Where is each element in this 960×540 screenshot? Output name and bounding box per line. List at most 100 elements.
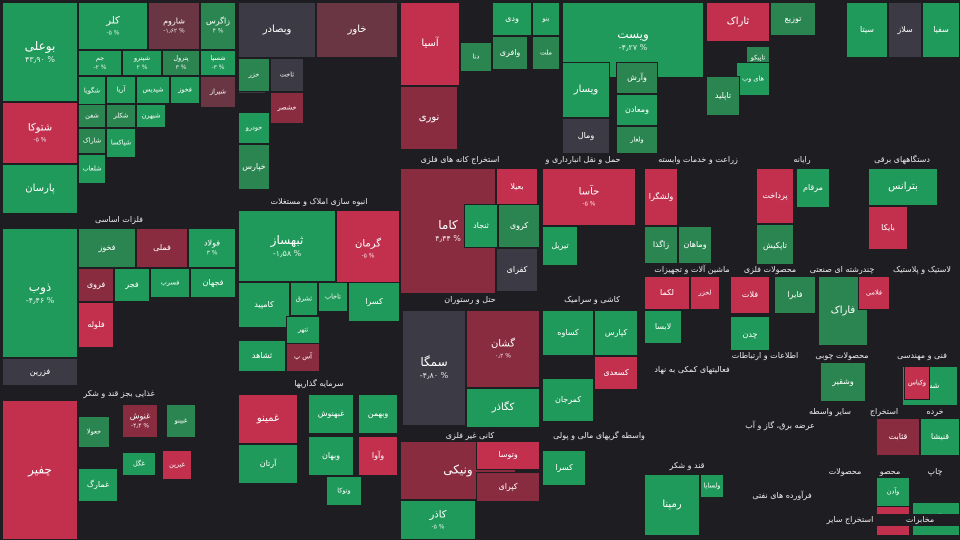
stock-tile[interactable]: فلات [730,276,770,314]
stock-tile[interactable]: ثاراک [706,2,770,42]
stock-tile[interactable]: فملی [136,228,188,268]
stock-tile[interactable]: شفن [78,104,106,128]
stock-tile[interactable]: بوعلی ۴۳٫۹۰ % [2,2,78,102]
stock-tile[interactable]: زاگرس ۴ % [200,2,236,50]
stock-tile[interactable]: وماهان [678,226,712,264]
stock-tile[interactable]: قثابت [876,418,920,456]
stock-tile[interactable]: ولغار [616,126,658,154]
stock-tile[interactable]: شلعاب [78,154,106,184]
stock-tile[interactable]: غبهنوش [308,394,354,434]
stock-tile[interactable]: غمینو [238,394,298,444]
stock-tile[interactable]: فسرب [150,268,190,298]
stock-tile[interactable]: بنو [532,2,560,36]
stock-tile[interactable]: وشقیر [820,362,866,402]
stock-tile[interactable]: شتوکا -۵ % [2,102,78,164]
stock-tile[interactable]: جم -۲ % [78,50,122,76]
stock-tile[interactable]: شبهرن [136,104,166,128]
stock-tile[interactable]: کسرا [542,450,586,486]
stock-tile[interactable]: لکما [644,276,690,310]
stock-tile[interactable]: شاروم -۱٫۶۲ % [148,2,200,50]
stock-tile[interactable]: ثاخت [270,58,304,92]
stock-tile[interactable]: کپارس [594,310,638,356]
stock-tile[interactable]: ثنجاد [464,204,498,248]
stock-tile[interactable]: سیتا [846,2,888,58]
stock-tile[interactable]: دنا [460,42,492,72]
stock-tile[interactable]: خعولا [78,416,110,448]
stock-tile[interactable]: وآرش [616,62,658,94]
stock-tile[interactable]: غبرین [162,450,192,480]
stock-tile[interactable]: سلاز [888,2,922,58]
stock-tile[interactable]: فجهان [190,268,236,298]
stock-tile[interactable]: ثبهساز -۱٫۵۸ % [238,210,336,282]
stock-tile[interactable]: غمارگ [78,468,118,502]
stock-tile[interactable]: فخوز [78,228,136,268]
stock-tile[interactable]: آسیا [400,2,460,86]
stock-tile[interactable]: وآدن [876,476,910,508]
stock-tile[interactable]: شیراز [200,76,236,108]
stock-tile[interactable]: شکلر [106,104,136,128]
stock-tile[interactable]: کمرجان [542,378,594,422]
stock-tile[interactable]: آرتان [238,444,298,484]
stock-tile[interactable]: ثشاهد [238,340,286,372]
stock-tile[interactable]: وآوا [358,436,398,476]
stock-tile[interactable]: غنوش -۴٫۴ % [122,404,158,438]
stock-tile[interactable]: کاذر -۵ % [400,500,476,540]
stock-tile[interactable]: لابسا [644,310,682,344]
stock-tile[interactable]: کساوه [542,310,594,356]
stock-tile[interactable]: قنیشا [920,418,960,456]
stock-tile[interactable]: فزرین [2,358,78,386]
stock-tile[interactable]: پترول ۳ % [162,50,200,76]
stock-tile[interactable]: ولسایا [700,474,724,498]
stock-tile[interactable]: گرمان -۵ % [336,210,400,288]
stock-tile[interactable]: فلوله [78,302,114,348]
stock-tile[interactable]: ومعادن [616,94,658,126]
stock-tile[interactable]: کلر -۵ % [78,2,148,50]
stock-tile[interactable]: فلامی [858,276,890,310]
stock-tile[interactable]: نوری [400,86,458,150]
stock-tile[interactable]: کسعدی [594,356,638,390]
stock-tile[interactable]: وبهان [308,436,354,476]
stock-tile[interactable]: وبصادر [238,2,316,58]
stock-tile[interactable]: غگل [122,452,156,476]
stock-tile[interactable]: فجر [114,268,150,302]
stock-tile[interactable]: پارسان [2,164,78,214]
stock-tile[interactable]: شپدیس [136,76,170,104]
stock-tile[interactable]: کگاذر [466,388,540,428]
stock-tile[interactable]: آریا [106,76,136,104]
stock-tile[interactable]: آس پ [286,342,320,372]
stock-tile[interactable]: فخوز [170,76,200,104]
stock-tile[interactable]: خپارس [238,144,270,190]
stock-tile[interactable]: وکباس [904,366,930,400]
stock-tile[interactable]: شسپا -۳ % [200,50,236,76]
stock-tile[interactable]: ثشرق [290,282,318,316]
stock-tile[interactable]: زاگذا [644,226,678,264]
stock-tile[interactable]: توزیع [770,2,816,36]
stock-tile[interactable]: مرقام [796,168,830,208]
stock-tile[interactable]: لخزر [690,276,720,310]
stock-tile[interactable]: ومال [562,118,610,154]
stock-tile[interactable]: فایرا [774,276,816,314]
stock-tile[interactable]: بایکا [868,206,908,250]
stock-tile[interactable]: خشصر [270,92,304,124]
stock-tile[interactable]: ثتهر [286,316,320,344]
stock-tile[interactable]: کفرای [496,248,538,292]
stock-tile[interactable]: پرداخت [756,168,794,224]
stock-tile[interactable]: ملت [532,36,560,70]
stock-tile[interactable]: خاور [316,2,398,58]
stock-tile[interactable]: بترانس [868,168,938,206]
stock-tile[interactable]: ودی [492,2,532,36]
stock-tile[interactable]: ولشگرا [644,168,678,226]
stock-tile[interactable]: تاپلید [706,76,740,116]
stock-tile[interactable]: های وب [736,62,770,96]
stock-tile[interactable]: تاپکیش [756,224,794,268]
stock-tile[interactable]: کروی [498,204,540,248]
stock-tile[interactable]: فولاد ۳ % [188,228,236,268]
stock-tile[interactable]: کسرا [348,282,400,322]
stock-tile[interactable]: وافری [492,36,528,70]
stock-tile[interactable]: ویسار [562,62,610,118]
stock-tile[interactable]: شاراک [78,128,106,154]
stock-tile[interactable]: تیریل [542,226,578,266]
stock-tile[interactable]: وبهمن [358,394,398,434]
stock-tile[interactable]: ذوب -۴٫۴۶ % [2,228,78,358]
stock-tile[interactable]: چفیر [2,400,78,540]
